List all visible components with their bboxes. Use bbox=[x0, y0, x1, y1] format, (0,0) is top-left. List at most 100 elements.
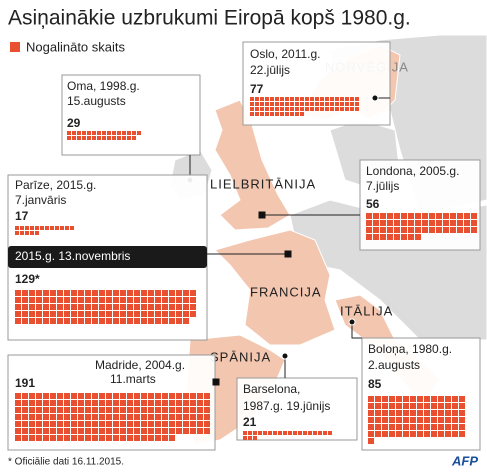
victim-square bbox=[471, 227, 477, 233]
victim-square bbox=[436, 227, 442, 233]
victim-square bbox=[204, 421, 210, 427]
victim-square bbox=[92, 304, 98, 310]
victim-square bbox=[375, 396, 381, 402]
victim-square bbox=[300, 107, 304, 111]
victim-square bbox=[162, 435, 168, 441]
victim-square bbox=[452, 417, 458, 423]
victim-square bbox=[71, 428, 77, 434]
victim-square bbox=[70, 226, 74, 230]
victim-square bbox=[204, 428, 210, 434]
victim-square bbox=[197, 407, 203, 413]
victim-square bbox=[290, 97, 294, 101]
victim-square bbox=[285, 102, 289, 106]
victim-square bbox=[120, 428, 126, 434]
victim-square bbox=[43, 407, 49, 413]
victim-square bbox=[64, 311, 70, 317]
victim-square bbox=[162, 407, 168, 413]
victim-square bbox=[410, 410, 416, 416]
victim-square bbox=[85, 290, 91, 296]
victim-square bbox=[120, 400, 126, 406]
victim-square bbox=[120, 421, 126, 427]
victim-square bbox=[57, 414, 63, 420]
victim-square bbox=[429, 213, 435, 219]
victim-square bbox=[298, 431, 302, 435]
victim-square bbox=[57, 318, 63, 324]
victim-square bbox=[85, 393, 91, 399]
victim-square bbox=[380, 234, 386, 240]
victim-square bbox=[300, 112, 304, 116]
victim-square bbox=[92, 311, 98, 317]
place-label: Parīze, 2015.g. bbox=[15, 178, 96, 192]
victim-square bbox=[113, 400, 119, 406]
britain bbox=[214, 99, 291, 231]
victim-square bbox=[403, 403, 409, 409]
victim-square bbox=[71, 400, 77, 406]
victim-square bbox=[50, 421, 56, 427]
victim-square bbox=[248, 431, 252, 435]
place-label: Londona, 2005.g. bbox=[366, 164, 459, 178]
victim-square bbox=[134, 290, 140, 296]
victim-square bbox=[106, 421, 112, 427]
victim-square bbox=[295, 107, 299, 111]
victim-square bbox=[50, 304, 56, 310]
victim-square bbox=[64, 421, 70, 427]
victim-square bbox=[29, 421, 35, 427]
victim-square bbox=[57, 421, 63, 427]
victim-square bbox=[120, 414, 126, 420]
victim-square bbox=[355, 97, 359, 101]
victim-square bbox=[422, 213, 428, 219]
victim-square bbox=[169, 435, 175, 441]
victim-square bbox=[285, 107, 289, 111]
date-label: 22.jūlijs bbox=[250, 63, 290, 77]
victim-square bbox=[78, 393, 84, 399]
victim-square bbox=[290, 107, 294, 111]
victim-square bbox=[134, 421, 140, 427]
victim-square bbox=[325, 97, 329, 101]
victim-square bbox=[106, 428, 112, 434]
victim-square bbox=[71, 414, 77, 420]
victim-square bbox=[148, 318, 154, 324]
victim-square bbox=[176, 297, 182, 303]
victim-square bbox=[190, 414, 196, 420]
victim-square bbox=[443, 220, 449, 226]
victim-square bbox=[22, 414, 28, 420]
victim-square bbox=[120, 304, 126, 310]
victim-square bbox=[253, 431, 257, 435]
victim-square bbox=[36, 297, 42, 303]
victim-square bbox=[255, 112, 259, 116]
victim-square bbox=[417, 403, 423, 409]
france bbox=[214, 229, 336, 346]
victim-square bbox=[190, 400, 196, 406]
victim-square bbox=[113, 318, 119, 324]
victim-square bbox=[134, 407, 140, 413]
place-label: Boloņa, 1980.g. bbox=[368, 342, 452, 356]
victim-square bbox=[117, 136, 121, 140]
victim-square bbox=[29, 290, 35, 296]
victim-square bbox=[183, 393, 189, 399]
victim-square bbox=[162, 290, 168, 296]
victim-square bbox=[320, 102, 324, 106]
victim-square bbox=[106, 304, 112, 310]
victim-square bbox=[255, 97, 259, 101]
victim-square bbox=[127, 318, 133, 324]
victim-square bbox=[120, 407, 126, 413]
victim-square bbox=[176, 400, 182, 406]
victim-square bbox=[438, 403, 444, 409]
victim-square bbox=[127, 304, 133, 310]
victim-square bbox=[71, 393, 77, 399]
victim-square bbox=[134, 414, 140, 420]
victim-square bbox=[22, 290, 28, 296]
victim-square bbox=[382, 403, 388, 409]
victim-square bbox=[265, 107, 269, 111]
victim-square bbox=[305, 107, 309, 111]
victim-square bbox=[183, 407, 189, 413]
victim-square bbox=[445, 417, 451, 423]
victim-square bbox=[64, 428, 70, 434]
victim-square bbox=[438, 431, 444, 437]
victim-square bbox=[162, 393, 168, 399]
victim-square bbox=[315, 97, 319, 101]
victim-square bbox=[303, 431, 307, 435]
victim-square bbox=[127, 136, 131, 140]
victim-square bbox=[85, 400, 91, 406]
victim-square bbox=[67, 136, 71, 140]
